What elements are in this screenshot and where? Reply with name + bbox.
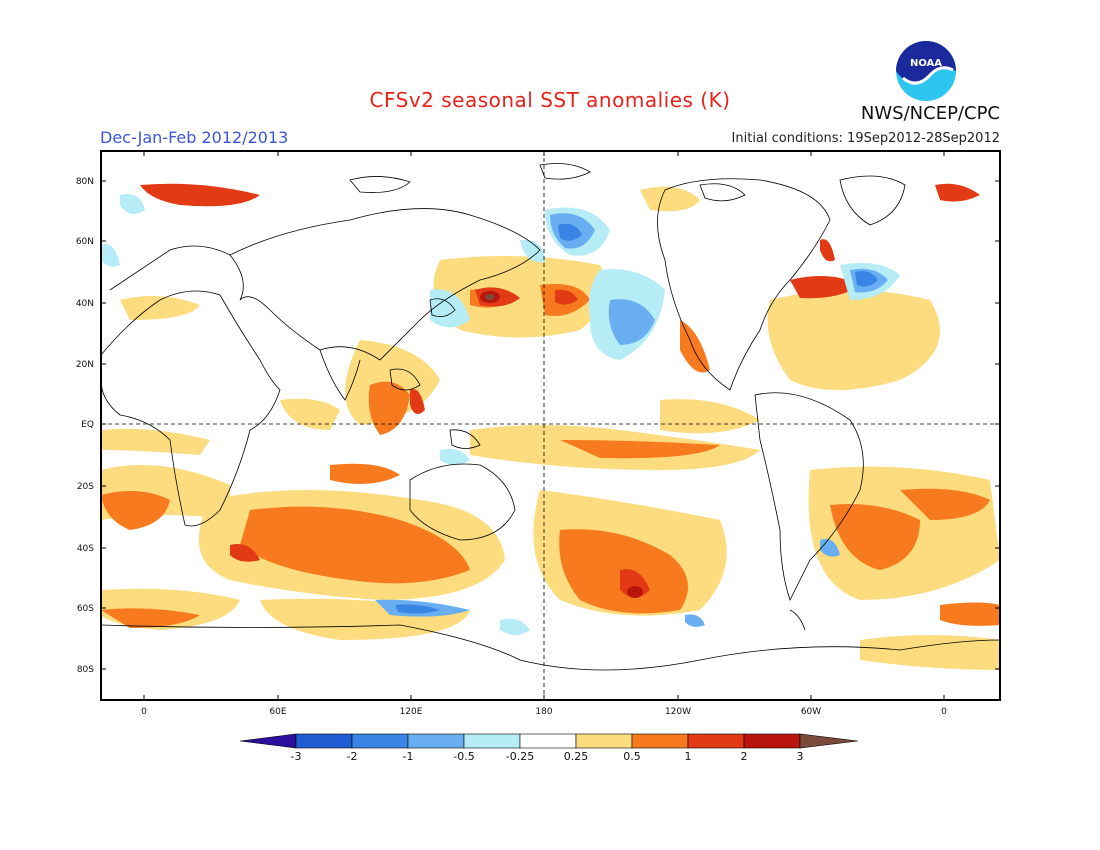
colorbar-label: 0.25 [564,750,589,763]
warm-extreme-anomalies [480,291,643,598]
lon-label: 0 [941,707,947,717]
colorbar-label: 2 [741,750,748,763]
initial-conditions-label: Initial conditions: 19Sep2012-28Sep2012 [731,131,1000,146]
colorbar-segment [687,733,745,749]
map-frame [100,150,1001,701]
colorbar-segment [351,733,409,749]
longitude-axis: 0 60E 120E 180 120W 60W 0 [141,151,947,717]
colorbar-segment [519,733,577,749]
colorbar-label: 0.5 [623,750,641,763]
colorbar-segment [407,733,465,749]
colorbar-label: -2 [347,750,358,763]
lon-label: 180 [535,707,552,717]
latitude-axis: 80N 60N 40N 20N EQ 20S 40S 60S 80S [76,177,1000,675]
lon-label: 120E [400,707,423,717]
lat-label: 80N [76,177,94,187]
warm-strong-anomalies [140,183,980,598]
lon-label: 60W [801,707,821,717]
cool-strong-anomalies [395,223,878,614]
noaa-logo: NOAA [896,41,956,101]
colorbar-label: -3 [291,750,302,763]
anomaly-field [101,163,1000,671]
colorbar-segment [743,733,801,749]
lat-label: 40N [76,299,94,309]
colorbar-segment [575,733,633,749]
colorbar-label: -0.5 [453,750,474,763]
lon-label: 0 [141,707,147,717]
lat-label: 20N [76,360,94,370]
svg-text:NOAA: NOAA [910,58,942,69]
map-title: CFSv2 seasonal SST anomalies (K) [369,88,731,112]
lat-label: EQ [81,420,94,430]
warm-max-anomalies [485,294,495,300]
colorbar-label: -0.25 [506,750,534,763]
lon-label: 60E [269,707,286,717]
colorbar-label: 3 [797,750,804,763]
season-label: Dec-Jan-Feb 2012/2013 [100,128,289,147]
colorbar-label: -1 [403,750,414,763]
colorbar-arrow-low [239,733,297,749]
colorbar-label: 1 [685,750,692,763]
lon-label: 120W [665,707,691,717]
lat-label: 20S [77,482,94,492]
lat-label: 40S [77,544,94,554]
lat-label: 60S [77,604,94,614]
colorbar: -3 -2 -1 -0.5 -0.25 0.25 0.5 1 2 3 [239,733,859,763]
colorbar-arrow-high [799,733,859,749]
colorbar-segment [631,733,689,749]
colorbar-segment [463,733,521,749]
lat-label: 80S [77,665,94,675]
organization-label: NWS/NCEP/CPC [860,103,1000,124]
coastlines [101,163,1000,671]
lat-label: 60N [76,237,94,247]
colorbar-segment [295,733,353,749]
